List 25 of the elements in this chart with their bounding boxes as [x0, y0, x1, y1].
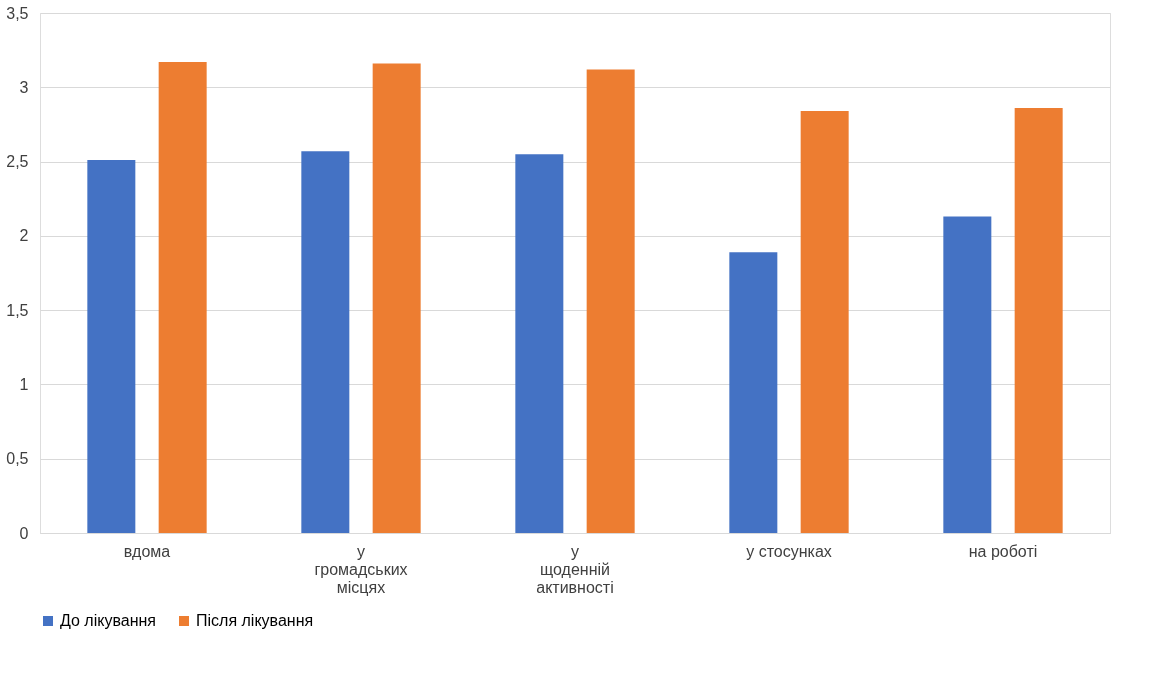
x-tick-label: вдома [123, 542, 171, 560]
bar [515, 154, 564, 533]
legend-label: Після лікування [196, 612, 314, 629]
bar [1014, 108, 1063, 533]
bar [87, 160, 136, 533]
y-tick-label: 2 [19, 227, 29, 245]
x-tick-label: у громадських місцях [314, 542, 408, 596]
legend-label: До лікування [60, 612, 156, 629]
y-tick-label: 2,5 [6, 153, 29, 171]
bar [586, 69, 635, 533]
x-tick-label: у стосунках [746, 542, 832, 560]
bar [158, 62, 207, 533]
bar [943, 216, 992, 533]
y-tick-label: 0,5 [6, 450, 29, 468]
bar [372, 63, 421, 533]
bar [729, 252, 778, 533]
y-tick-label: 3,5 [6, 4, 29, 22]
y-tick-label: 1,5 [6, 301, 29, 319]
y-tick-label: 3 [19, 78, 29, 96]
bar [800, 111, 849, 533]
x-tick-label: у щоденній активності [536, 542, 614, 596]
y-tick-label: 0 [19, 524, 29, 542]
y-tick-label: 1 [19, 375, 29, 393]
x-tick-label: на роботі [968, 542, 1038, 560]
bar [301, 151, 350, 533]
